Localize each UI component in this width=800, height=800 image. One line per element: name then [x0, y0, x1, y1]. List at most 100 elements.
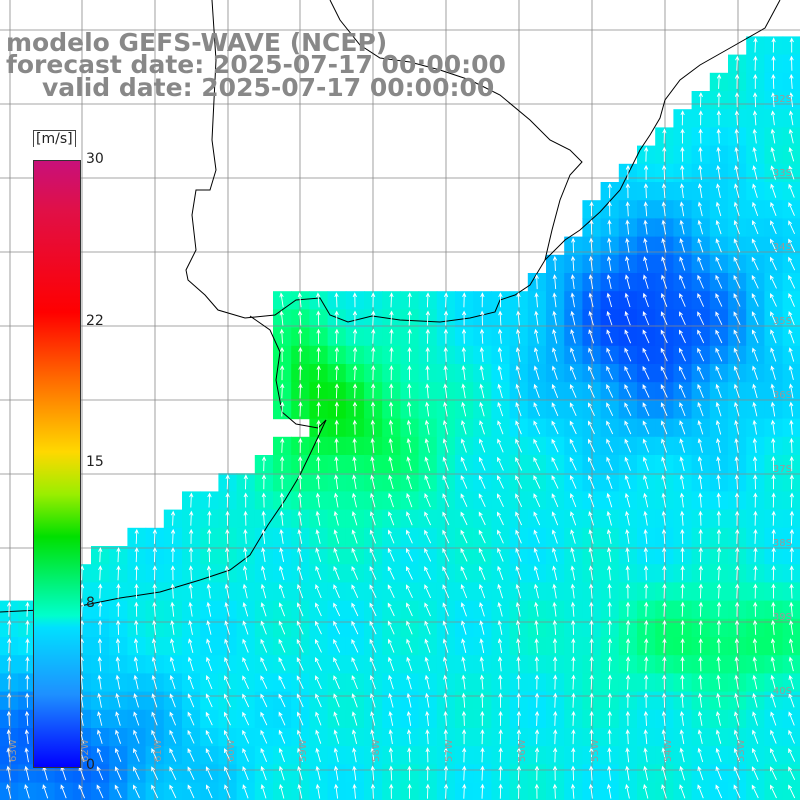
wind-arrow — [96, 784, 104, 799]
wind-arrow — [315, 693, 322, 708]
wind-arrow — [424, 456, 431, 471]
wind-arrow — [205, 711, 213, 726]
wind-arrow — [534, 729, 540, 745]
wind-arrow — [498, 310, 503, 326]
wind-arrow — [443, 674, 448, 690]
wind-arrow — [187, 711, 195, 726]
wind-arrow — [679, 492, 685, 508]
wind-arrow — [460, 565, 468, 580]
wind-arrow — [169, 674, 176, 690]
wind-arrow — [406, 638, 413, 653]
wind-arrow — [788, 383, 794, 399]
wind-arrow — [242, 638, 249, 653]
wind-arrow — [351, 638, 359, 653]
wind-arrow — [733, 784, 741, 799]
latitude-label: 34S — [773, 242, 792, 253]
wind-arrow — [752, 674, 758, 690]
wind-arrow — [788, 711, 795, 726]
wind-arrow — [515, 401, 522, 417]
latitude-label: 36S — [773, 390, 792, 401]
wind-arrow — [642, 438, 650, 453]
wind-speed-cell — [782, 364, 800, 383]
wind-arrow — [716, 437, 721, 453]
wind-arrow — [151, 784, 159, 799]
wind-arrow — [369, 547, 377, 562]
wind-arrow — [406, 692, 412, 708]
wind-arrow — [497, 383, 503, 399]
wind-arrow — [588, 474, 595, 489]
wind-arrow — [78, 784, 86, 799]
wind-arrow — [716, 528, 722, 544]
colorbar — [33, 160, 81, 768]
wind-arrow — [643, 765, 649, 781]
wind-arrow — [389, 328, 394, 344]
wind-arrow — [189, 492, 194, 508]
wind-arrow — [679, 219, 685, 235]
wind-arrow — [588, 420, 595, 435]
wind-arrow — [534, 619, 539, 635]
wind-arrow — [733, 729, 740, 744]
wind-arrow — [534, 310, 539, 326]
wind-arrow — [607, 583, 612, 599]
wind-arrow — [788, 638, 794, 654]
wind-arrow — [570, 329, 576, 344]
colorbar-tick-label: 15 — [86, 454, 104, 470]
wind-arrow — [661, 438, 668, 453]
wind-arrow — [606, 783, 612, 799]
wind-arrow — [751, 784, 759, 799]
wind-arrow — [679, 784, 686, 799]
wind-arrow — [333, 765, 339, 781]
wind-arrow — [406, 566, 413, 580]
wind-arrow — [752, 401, 758, 417]
wind-arrow — [771, 492, 776, 508]
wind-arrow — [533, 529, 540, 544]
wind-arrow — [498, 710, 503, 726]
wind-arrow — [315, 565, 322, 581]
wind-arrow — [479, 328, 485, 344]
wind-arrow — [589, 219, 594, 235]
wind-arrow — [334, 437, 339, 453]
wind-arrow — [770, 128, 776, 144]
wind-arrow — [752, 201, 759, 217]
wind-arrow — [589, 237, 594, 253]
wind-arrow — [680, 528, 685, 544]
wind-arrow — [316, 401, 321, 417]
wind-arrow — [497, 529, 504, 544]
wind-arrow — [351, 511, 358, 526]
wind-arrow — [24, 784, 30, 799]
wind-arrow — [716, 164, 721, 180]
wind-arrow — [461, 692, 466, 708]
wind-arrow — [406, 729, 412, 745]
wind-arrow — [698, 146, 703, 162]
wind-arrow — [279, 456, 285, 472]
wind-arrow — [352, 419, 357, 435]
wind-arrow — [351, 693, 358, 708]
wind-arrow — [679, 474, 685, 490]
wind-arrow — [752, 128, 757, 144]
wind-arrow — [571, 237, 576, 253]
wind-arrow — [662, 656, 667, 672]
wind-arrow — [625, 765, 630, 781]
wind-arrow — [442, 493, 450, 508]
wind-arrow — [571, 747, 576, 763]
wind-arrow — [552, 310, 557, 326]
wind-arrow — [789, 601, 794, 617]
wind-arrow — [715, 365, 723, 380]
wind-arrow — [715, 311, 723, 325]
wind-arrow — [442, 656, 448, 672]
wind-arrow — [552, 601, 557, 617]
wind-arrow — [588, 383, 595, 398]
wind-arrow — [406, 401, 412, 417]
wind-arrow — [607, 619, 612, 635]
wind-arrow — [662, 601, 667, 617]
wind-arrow — [661, 729, 666, 745]
wind-arrow — [498, 765, 503, 781]
wind-arrow — [224, 583, 230, 599]
wind-arrow — [316, 346, 321, 362]
wind-arrow — [571, 710, 576, 726]
wind-arrow — [478, 438, 486, 453]
wind-arrow — [424, 493, 431, 508]
wind-arrow — [351, 547, 358, 562]
wind-arrow — [224, 620, 230, 635]
wind-speed-cell — [782, 254, 800, 274]
